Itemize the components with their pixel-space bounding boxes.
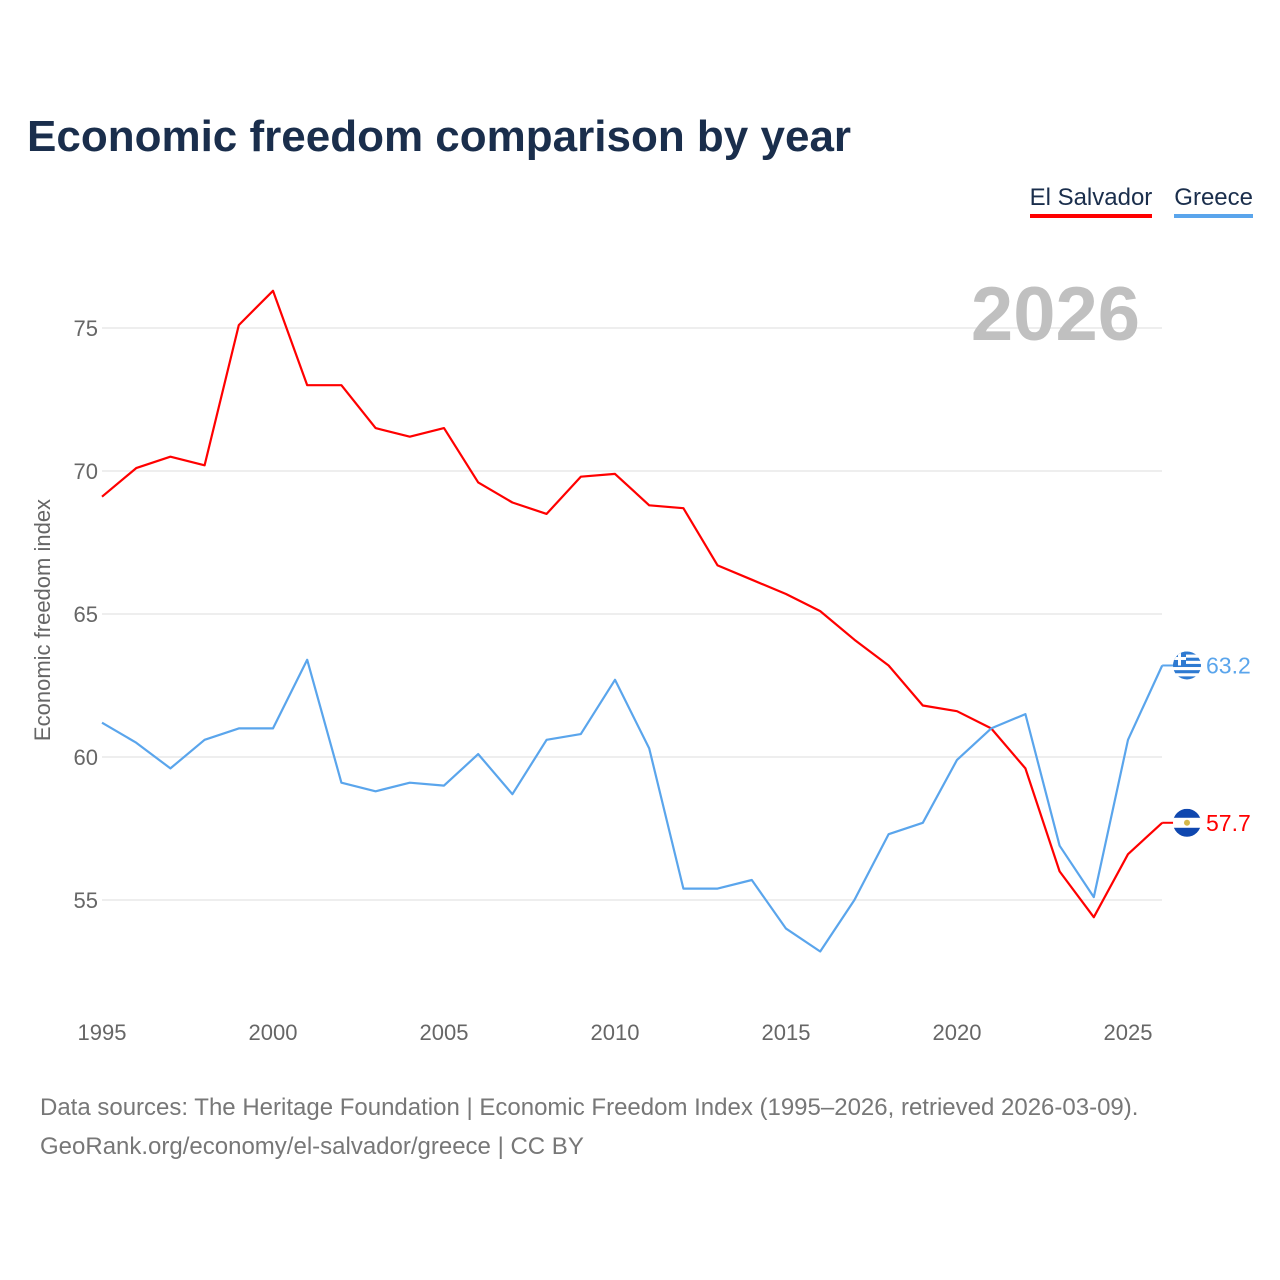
x-tick-label: 2015 bbox=[762, 1020, 811, 1045]
x-tick-label: 2020 bbox=[933, 1020, 982, 1045]
x-tick-label: 2025 bbox=[1104, 1020, 1153, 1045]
series-line-el-salvador bbox=[101, 289, 1163, 919]
series-line-greece bbox=[101, 658, 1164, 953]
y-tick-label: 60 bbox=[74, 745, 98, 770]
greece-flag-icon bbox=[1173, 651, 1201, 680]
legend: El Salvador Greece bbox=[1029, 184, 1253, 218]
footer: Data sources: The Heritage Foundation | … bbox=[40, 1088, 1138, 1166]
y-tick-label: 55 bbox=[74, 888, 98, 913]
x-tick-label: 2005 bbox=[420, 1020, 469, 1045]
end-value-label: 57.7 bbox=[1206, 810, 1251, 836]
y-axis-label: Economic freedom index bbox=[30, 499, 55, 741]
x-tick-label: 2010 bbox=[591, 1020, 640, 1045]
y-tick-label: 75 bbox=[74, 316, 98, 341]
year-watermark: 2026 bbox=[971, 272, 1140, 357]
legend-item-el-salvador[interactable]: El Salvador bbox=[1029, 184, 1153, 218]
y-tick-label: 70 bbox=[74, 459, 98, 484]
source-url: GeoRank.org/economy/el-salvador/greece |… bbox=[40, 1133, 584, 1160]
x-tick-label: 2000 bbox=[249, 1020, 298, 1045]
source-note: Data sources: The Heritage Foundation | … bbox=[40, 1094, 1139, 1121]
end-value-label: 63.2 bbox=[1206, 652, 1251, 678]
chart-title: Economic freedom comparison by year bbox=[27, 112, 852, 161]
legend-item-greece[interactable]: Greece bbox=[1174, 184, 1253, 218]
y-tick-label: 65 bbox=[74, 602, 98, 627]
el-salvador-flag-icon bbox=[1173, 808, 1201, 837]
x-tick-label: 1995 bbox=[78, 1020, 127, 1045]
